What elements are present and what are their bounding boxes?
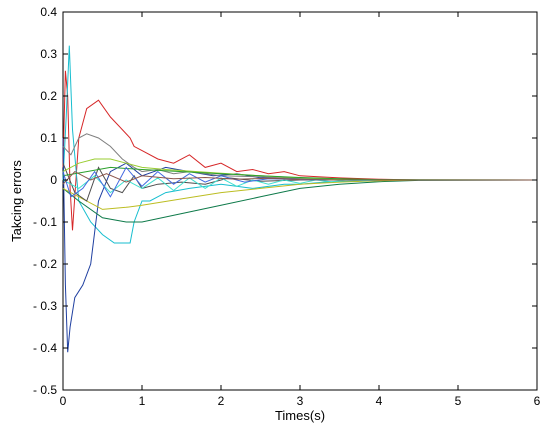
y-tick-label: 0.2 (40, 89, 57, 103)
series-line-9 (62, 166, 538, 181)
tick-group: 0 1 2 3 4 5 6 0.4 0.3 0.2 0.1 0 - 0.1 - 0.2 - 0.3 - 0.4… (33, 5, 541, 408)
x-axis-label: Times(s) (275, 408, 325, 423)
y-tick-label: - 0.1 (33, 215, 57, 229)
y-tick-label: - 0.2 (33, 257, 57, 271)
x-tick-label: 1 (139, 394, 146, 408)
x-tick-label: 2 (218, 394, 225, 408)
y-tick-label: 0.1 (40, 131, 57, 145)
x-tick-label: 6 (534, 394, 541, 408)
series-line-12 (62, 170, 537, 185)
series-group (62, 45, 538, 353)
x-tick-label: 5 (455, 394, 462, 408)
plot-area (62, 11, 538, 391)
series-line-4 (62, 179, 538, 223)
y-tick-label: 0.3 (40, 47, 57, 61)
series-line-1 (62, 70, 537, 231)
series-line-5 (62, 179, 537, 210)
y-axis-label: Takcing errors (9, 160, 24, 242)
x-tick-label: 4 (376, 394, 383, 408)
y-tick-label: 0 (50, 173, 57, 187)
y-tick-label: - 0.5 (33, 383, 57, 397)
y-tick-label: - 0.3 (33, 299, 57, 313)
y-tick-label: - 0.4 (33, 341, 57, 355)
x-tick-label: 0 (60, 394, 67, 408)
x-tick-label: 3 (297, 394, 304, 408)
y-tick-label: 0.4 (40, 5, 57, 19)
